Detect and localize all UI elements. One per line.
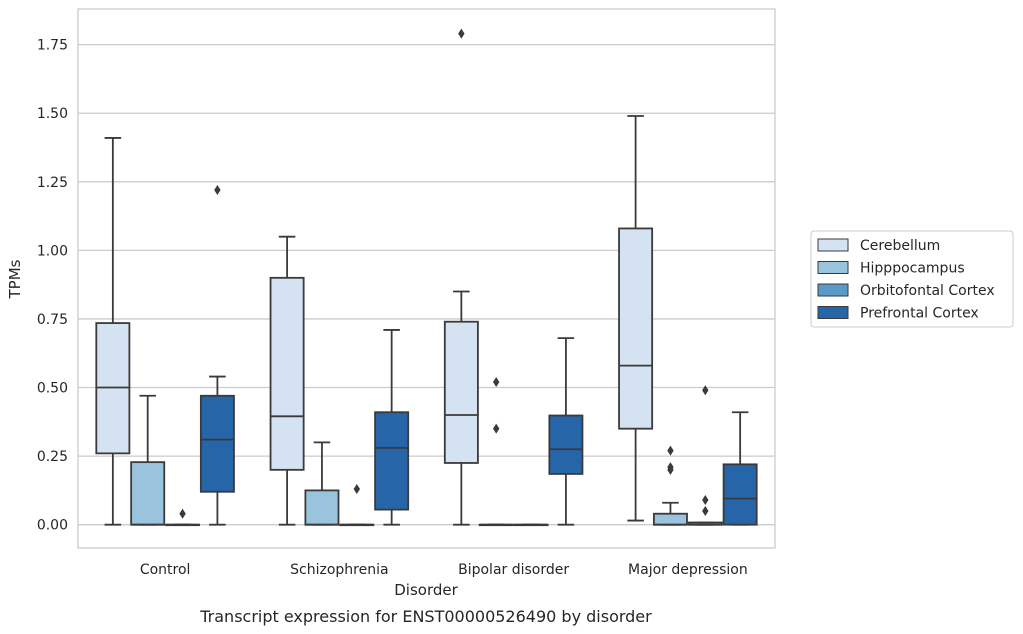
x-tick-label: Major depression xyxy=(628,562,748,578)
box-orbitofontal-cortex-2 xyxy=(513,523,549,527)
outlier-point xyxy=(667,445,674,456)
box-iqr xyxy=(199,394,235,493)
legend-swatch xyxy=(817,238,849,252)
box-orbitofontal-cortex-1 xyxy=(339,484,375,527)
box-hipppocampus-0 xyxy=(130,394,166,526)
outlier-point xyxy=(353,484,360,495)
y-axis-title: TPMs xyxy=(6,259,24,299)
box-cerebellum-3 xyxy=(618,115,654,522)
box-prefrontal-cortex-0 xyxy=(199,185,235,526)
legend-label: Prefrontal Cortex xyxy=(860,306,979,322)
x-tick-label: Control xyxy=(140,562,191,578)
gridlines xyxy=(78,44,775,526)
legend-swatch xyxy=(817,261,849,274)
outlier-point xyxy=(493,423,500,434)
outlier-point xyxy=(214,185,221,196)
legend-label: Orbitofontal Cortex xyxy=(860,283,995,299)
x-axis-ticks: Control Schizophrenia Bipolar disorder Majo… xyxy=(140,562,748,578)
box-orbitofontal-cortex-3 xyxy=(687,385,723,526)
x-axis-title: Disorder xyxy=(394,581,458,599)
y-tick-label: 0.75 xyxy=(37,312,68,328)
outlier-point xyxy=(493,377,500,388)
y-tick-label: 1.75 xyxy=(37,38,68,54)
legend-label: Hipppocampus xyxy=(860,261,965,277)
box-prefrontal-cortex-2 xyxy=(548,337,584,526)
box-iqr xyxy=(652,512,688,526)
box-cerebellum-1 xyxy=(269,235,305,526)
y-tick-label: 0.50 xyxy=(37,381,68,397)
legend-items: Cerebellum Hipppocampus Orbitofontal Corte… xyxy=(817,238,995,322)
y-tick-label: 0.00 xyxy=(37,518,68,534)
box-iqr xyxy=(374,411,410,511)
x-tick-label: Schizophrenia xyxy=(290,562,388,578)
box-orbitofontal-cortex-0 xyxy=(165,508,201,527)
chart-caption: Transcript expression for ENST0000052649… xyxy=(199,607,652,626)
box-iqr xyxy=(443,320,479,464)
box-prefrontal-cortex-3 xyxy=(722,411,758,526)
outlier-point xyxy=(179,508,186,519)
box-hipppocampus-2 xyxy=(478,377,514,527)
y-tick-label: 1.25 xyxy=(37,175,68,191)
box-prefrontal-cortex-1 xyxy=(374,329,410,526)
outlier-point xyxy=(702,494,709,505)
y-tick-label: 0.25 xyxy=(37,449,68,465)
y-axis-ticks: 0.00 0.25 0.50 0.75 1.00 1.25 1.50 1.75 xyxy=(37,38,68,534)
boxes xyxy=(95,28,758,527)
box-iqr xyxy=(722,463,758,526)
box-hipppocampus-3 xyxy=(652,445,688,526)
legend-swatch xyxy=(817,306,849,319)
legend-frame xyxy=(810,230,1014,328)
box-iqr xyxy=(548,414,584,475)
outlier-point xyxy=(702,385,709,396)
x-tick-label: Bipolar disorder xyxy=(458,562,569,578)
box-iqr xyxy=(618,227,654,430)
y-tick-label: 1.00 xyxy=(37,243,68,259)
box-iqr xyxy=(304,489,340,526)
box-iqr xyxy=(130,461,166,526)
outlier-point xyxy=(702,505,709,516)
plot-frame xyxy=(77,8,776,549)
legend-swatch xyxy=(817,283,849,297)
box-hipppocampus-1 xyxy=(304,441,340,526)
y-tick-label: 1.50 xyxy=(37,106,68,122)
box-cerebellum-2 xyxy=(443,28,479,526)
legend: Cerebellum Hipppocampus Orbitofontal Corte… xyxy=(810,230,1014,328)
box-cerebellum-0 xyxy=(95,137,131,526)
legend-label: Cerebellum xyxy=(860,238,940,254)
outlier-point xyxy=(458,28,465,39)
outlier-point xyxy=(667,464,674,475)
box-iqr xyxy=(269,276,305,471)
